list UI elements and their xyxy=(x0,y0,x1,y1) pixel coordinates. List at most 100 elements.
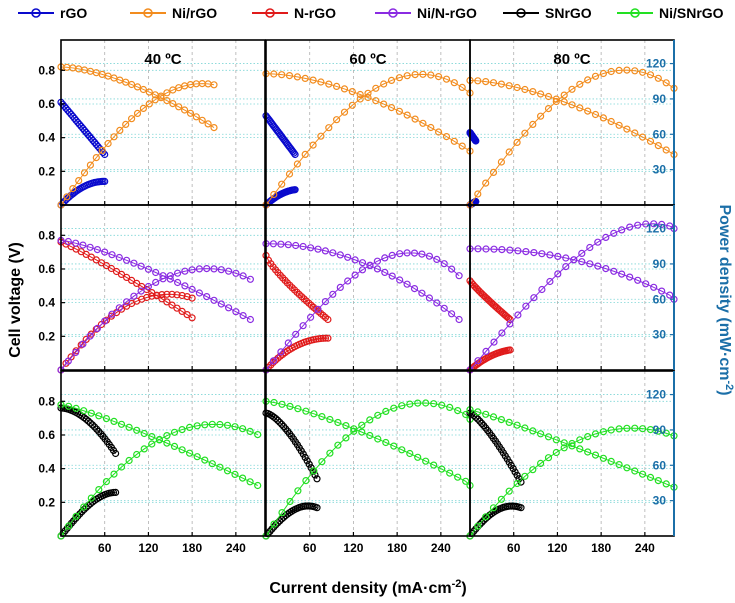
data-point xyxy=(314,245,322,253)
data-point xyxy=(92,325,100,333)
data-point xyxy=(373,257,381,265)
data-point xyxy=(662,429,670,437)
data-point xyxy=(514,247,522,255)
data-point xyxy=(482,179,490,187)
data-point xyxy=(448,310,456,318)
data-point xyxy=(342,434,350,442)
data-point xyxy=(482,77,490,86)
data-point xyxy=(321,247,329,255)
data-point xyxy=(638,470,647,478)
data-point xyxy=(584,76,592,84)
data-point xyxy=(291,186,299,194)
legend-item: N-rGO xyxy=(252,5,336,21)
data-point xyxy=(373,265,381,273)
data-point xyxy=(607,117,615,126)
data-point xyxy=(144,265,152,273)
data-point xyxy=(110,133,118,141)
data-point xyxy=(292,330,300,338)
y-tick-label: 0.8 xyxy=(38,228,55,242)
legend-label: N-rGO xyxy=(294,5,336,21)
data-point xyxy=(348,87,356,96)
data-point xyxy=(344,253,352,261)
data-point xyxy=(193,453,201,461)
series-line xyxy=(265,243,460,320)
data-point xyxy=(186,423,194,431)
data-point xyxy=(158,295,166,303)
data-point xyxy=(329,249,337,257)
data-point xyxy=(294,487,302,495)
y-tick-label: 0.6 xyxy=(38,428,55,442)
series-line xyxy=(469,79,675,155)
x-tick-label: 60 xyxy=(98,541,112,555)
data-point xyxy=(117,463,126,471)
data-point xyxy=(317,334,325,343)
data-point xyxy=(380,80,388,88)
data-point xyxy=(143,293,151,302)
data-point xyxy=(95,412,103,420)
data-point xyxy=(239,312,247,320)
data-point xyxy=(554,252,562,260)
data-point xyxy=(623,424,631,432)
legend-item: Ni/rGO xyxy=(130,5,217,21)
data-point xyxy=(163,298,171,306)
data-point xyxy=(418,250,426,258)
data-point xyxy=(552,448,560,457)
data-point xyxy=(128,80,136,89)
data-point xyxy=(216,420,224,429)
series-power xyxy=(466,502,525,540)
y2-tick-label: 30 xyxy=(653,163,667,177)
data-point xyxy=(440,260,448,268)
data-point xyxy=(480,516,488,525)
data-point xyxy=(662,480,670,488)
data-point xyxy=(181,106,189,114)
data-point xyxy=(546,277,554,286)
data-point xyxy=(98,146,106,154)
series-power xyxy=(262,334,332,374)
data-point xyxy=(390,404,398,412)
series-voltage xyxy=(57,404,120,458)
y2-tick-label: 120 xyxy=(646,222,666,236)
data-point xyxy=(626,223,634,231)
data-point xyxy=(278,180,286,188)
data-point xyxy=(666,291,674,299)
x-tick-label: 180 xyxy=(591,541,611,555)
data-point xyxy=(174,269,182,277)
data-point xyxy=(419,119,427,127)
data-point xyxy=(79,340,87,348)
data-point xyxy=(478,419,486,427)
y-tick-label: 0.6 xyxy=(38,97,55,111)
data-point xyxy=(395,107,403,115)
data-point xyxy=(398,402,406,410)
panel xyxy=(262,397,474,540)
data-point xyxy=(278,400,286,408)
data-point xyxy=(388,251,396,259)
data-point xyxy=(270,190,278,199)
data-point xyxy=(145,100,153,108)
data-point xyxy=(646,426,655,434)
data-point xyxy=(333,82,341,91)
data-point xyxy=(188,314,196,322)
data-point xyxy=(411,70,419,79)
y-tick-label: 0.2 xyxy=(38,329,55,343)
data-point xyxy=(476,520,484,529)
data-point xyxy=(178,426,186,434)
data-point xyxy=(521,129,529,137)
data-point xyxy=(427,123,435,132)
data-point xyxy=(181,282,189,290)
data-point xyxy=(173,304,181,312)
data-point xyxy=(64,402,73,410)
data-point xyxy=(210,296,218,304)
data-point xyxy=(170,428,179,436)
data-point xyxy=(448,265,456,273)
data-point xyxy=(80,169,89,177)
data-point xyxy=(195,265,203,273)
data-point xyxy=(521,472,529,480)
data-point xyxy=(631,67,639,75)
data-point xyxy=(291,150,299,159)
data-point xyxy=(246,427,254,435)
y-tick-label: 0.8 xyxy=(38,63,55,77)
data-point xyxy=(599,428,608,436)
legend-marker xyxy=(265,8,275,18)
y2-tick-label: 90 xyxy=(653,423,667,437)
y2-tick-label: 30 xyxy=(653,328,667,342)
